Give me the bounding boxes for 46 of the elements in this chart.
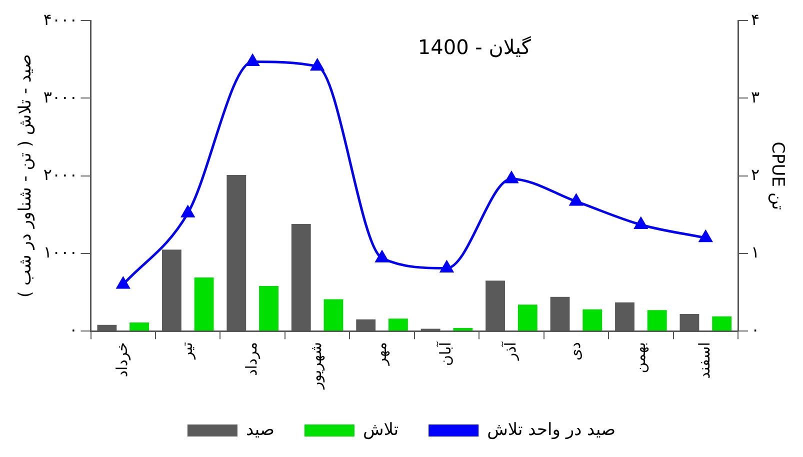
point — [116, 277, 130, 289]
x-tick-label: مرداد — [242, 342, 260, 376]
x-tick-label: آذر — [500, 341, 520, 362]
x-tick-label: بهمن — [630, 342, 649, 374]
point — [181, 206, 194, 218]
y2-tick-label: ۲ — [751, 164, 760, 184]
bar — [194, 278, 214, 331]
point — [505, 172, 518, 184]
bar — [647, 310, 667, 331]
text: گیلان - 1400 — [418, 34, 532, 59]
point — [376, 250, 388, 262]
point — [440, 260, 454, 272]
bar — [712, 316, 732, 331]
y-tick-label: ۴۰۰۰ — [43, 10, 78, 29]
x-tick-label: اسفند — [696, 342, 714, 379]
bar — [518, 304, 538, 331]
point — [570, 194, 583, 206]
y2-tick-label: ۱ — [751, 242, 760, 262]
legend-label: صید — [246, 420, 274, 440]
x-tick-label: خرداد — [113, 342, 132, 378]
y2-tick-label: ۰ — [751, 320, 760, 340]
y2-tick-label: ۳ — [751, 87, 760, 106]
x-tick-label: مهر — [372, 342, 390, 366]
x-tick-label: آبان — [436, 341, 455, 366]
legend-label: صید در واحد تلاش — [487, 420, 616, 440]
x-tick-label: تیر — [178, 342, 196, 360]
bar — [130, 322, 150, 331]
y-tick-label: ۲۰۰۰ — [43, 164, 78, 184]
legend-label: تلاش — [362, 420, 399, 440]
point — [634, 217, 648, 229]
bar — [582, 309, 602, 331]
bar — [388, 318, 408, 331]
x-tick-label: دی — [566, 342, 584, 360]
y-tick-label: ۰ — [69, 320, 78, 340]
point — [310, 59, 324, 71]
y-tick-label: ۱۰۰۰ — [43, 242, 78, 262]
x-tick-label: شهریور — [307, 342, 326, 390]
bar — [324, 299, 344, 331]
point — [699, 230, 712, 242]
y-axis-title: صید - تلاش ( تن - شناور در شب ) — [16, 54, 36, 298]
y-tick-label: ۳۰۰۰ — [43, 87, 78, 106]
bar — [259, 286, 278, 331]
y2-axis-title: CPUE تن — [767, 142, 788, 210]
bar — [453, 328, 473, 331]
y2-tick-label: ۴ — [751, 10, 760, 29]
point — [246, 54, 260, 66]
